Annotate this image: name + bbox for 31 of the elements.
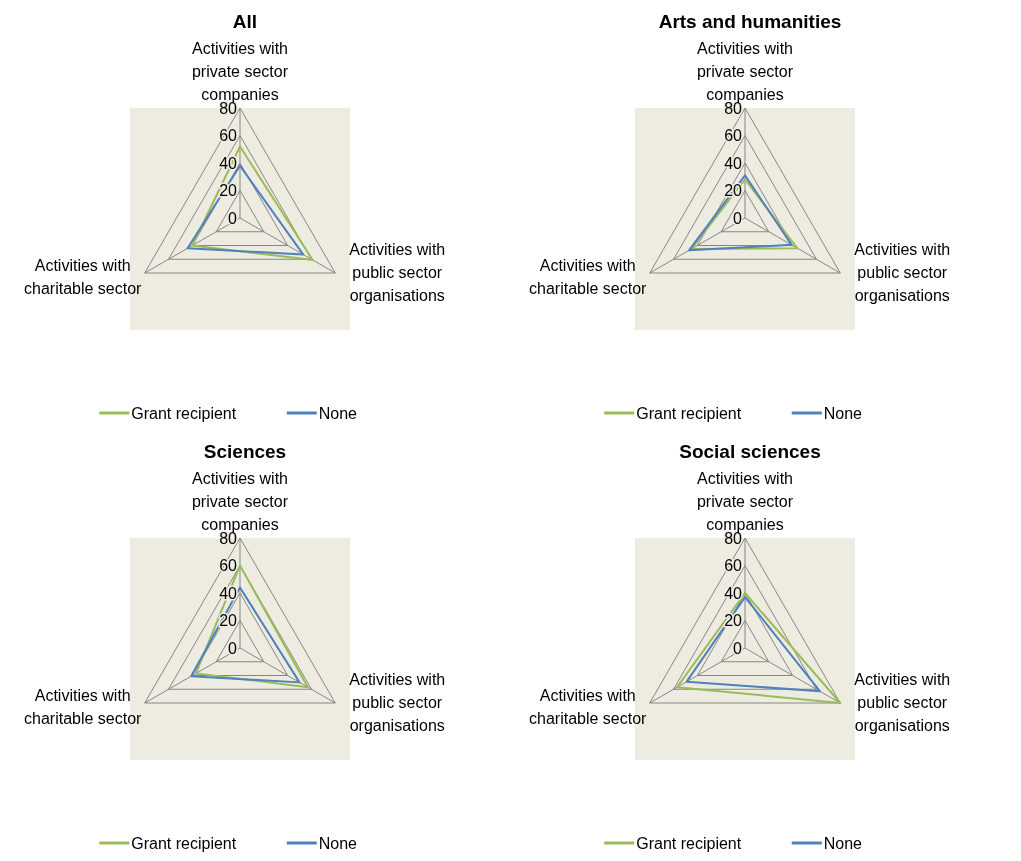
spoke-label: Activities with public sector organisations bbox=[854, 671, 951, 734]
y-tick-label: 60 bbox=[219, 557, 238, 575]
y-tick-label: 20 bbox=[219, 612, 238, 630]
y-tick-label: 60 bbox=[724, 557, 743, 575]
legend-label: None bbox=[823, 835, 863, 852]
spoke-label: Activities with public sector organisations bbox=[349, 671, 446, 734]
y-tick-label: 0 bbox=[733, 209, 743, 227]
y-tick-label: 40 bbox=[724, 584, 743, 602]
legend-label: Grant recipient bbox=[131, 405, 237, 422]
spoke-label: Activities with public sector organisations bbox=[854, 241, 951, 304]
y-tick-label: 60 bbox=[219, 127, 238, 145]
y-tick-label: 0 bbox=[228, 209, 238, 227]
chart-title: Social sciences bbox=[679, 441, 821, 462]
y-tick-label: 60 bbox=[724, 127, 743, 145]
legend-label: Grant recipient bbox=[131, 835, 237, 852]
y-tick-label: 0 bbox=[228, 639, 238, 657]
spoke-label: Activities with public sector organisations bbox=[349, 241, 446, 304]
chart-title: All bbox=[232, 11, 258, 32]
legend-label: None bbox=[318, 405, 358, 422]
legend-label: Grant recipient bbox=[636, 835, 742, 852]
chart-title: Sciences bbox=[203, 441, 287, 462]
chart-title: Arts and humanities bbox=[658, 11, 842, 32]
y-tick-label: 40 bbox=[724, 154, 743, 172]
y-tick-label: 0 bbox=[733, 639, 743, 657]
spoke-label: Activities with charitable sector bbox=[529, 687, 648, 727]
legend-label: Grant recipient bbox=[636, 405, 742, 422]
legend-label: None bbox=[318, 835, 358, 852]
legend-label: None bbox=[823, 405, 863, 422]
spoke-label: Activities with charitable sector bbox=[24, 687, 143, 727]
spoke-label: Activities with charitable sector bbox=[24, 257, 143, 297]
spoke-label: Activities with charitable sector bbox=[529, 257, 648, 297]
